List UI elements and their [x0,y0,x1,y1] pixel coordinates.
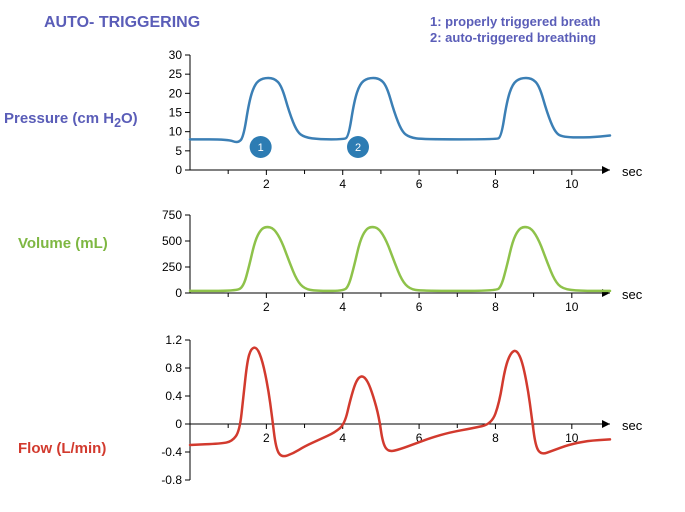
svg-text:0.8: 0.8 [165,361,182,375]
svg-text:6: 6 [416,177,423,191]
svg-text:2: 2 [263,177,270,191]
svg-text:500: 500 [162,234,182,248]
svg-text:8: 8 [492,300,499,314]
flow-label: Flow (L/min) [18,440,106,457]
svg-text:250: 250 [162,260,182,274]
flow-chart: -0.8-0.400.40.81.2246810sec [160,340,660,500]
svg-text:8: 8 [492,177,499,191]
svg-text:0: 0 [175,417,182,431]
svg-text:4: 4 [339,431,346,445]
svg-text:1: 1 [258,142,264,154]
svg-text:0: 0 [175,286,182,300]
svg-text:25: 25 [169,67,183,81]
legend-line-1: 1: properly triggered breath [430,14,600,29]
svg-text:6: 6 [416,300,423,314]
svg-text:2: 2 [355,142,361,154]
svg-text:8: 8 [492,431,499,445]
svg-text:2: 2 [263,300,270,314]
pressure-label: Pressure (cm H2O) [4,110,138,130]
svg-text:sec: sec [622,418,643,433]
volume-label: Volume (mL) [18,235,108,252]
svg-text:15: 15 [169,106,183,120]
svg-text:-0.4: -0.4 [161,445,182,459]
svg-text:30: 30 [169,48,183,62]
svg-text:0.4: 0.4 [165,389,182,403]
svg-text:sec: sec [622,287,643,302]
volume-chart: 0250500750246810sec [160,215,660,325]
svg-text:10: 10 [565,177,579,191]
svg-text:4: 4 [339,300,346,314]
svg-text:0: 0 [175,163,182,177]
svg-text:sec: sec [622,164,643,179]
svg-text:10: 10 [169,125,183,139]
svg-text:5: 5 [175,144,182,158]
svg-text:4: 4 [339,177,346,191]
svg-text:1.2: 1.2 [165,333,182,347]
pressure-chart: 051015202530246810sec12 [160,55,660,195]
svg-text:-0.8: -0.8 [161,473,182,487]
page-title: AUTO- TRIGGERING [44,14,200,32]
svg-text:20: 20 [169,86,183,100]
svg-text:750: 750 [162,208,182,222]
legend-line-2: 2: auto-triggered breathing [430,30,596,45]
svg-text:2: 2 [263,431,270,445]
svg-text:10: 10 [565,300,579,314]
